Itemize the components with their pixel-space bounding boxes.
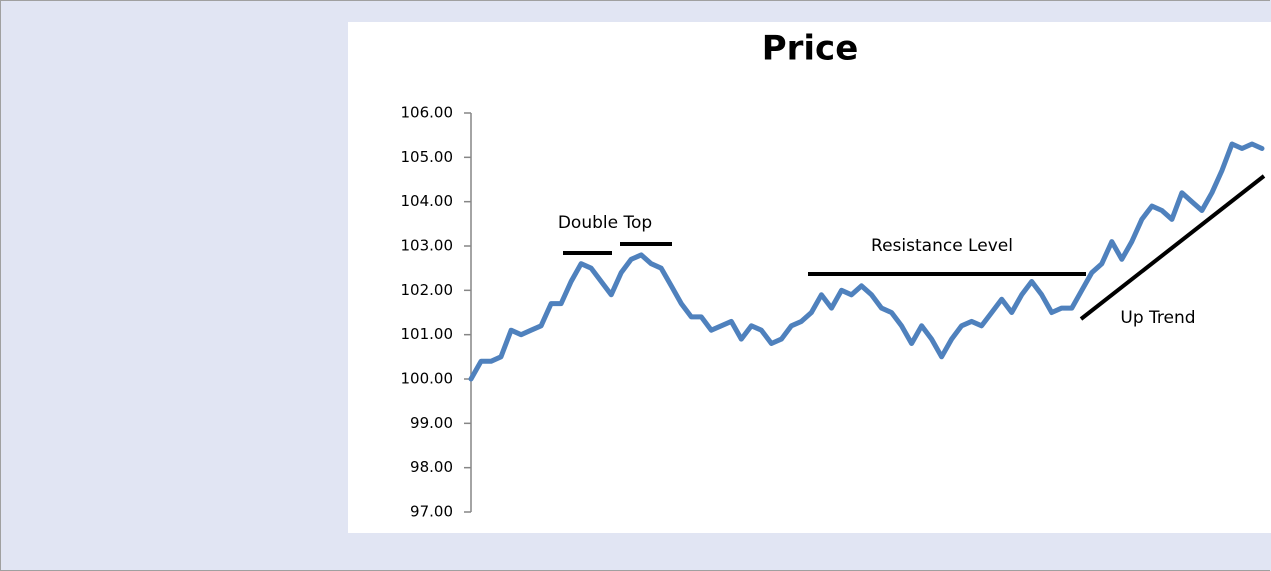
y-tick-label: 98.00 — [410, 458, 453, 476]
y-tick-label: 105.00 — [401, 148, 454, 166]
y-tick-label: 104.00 — [401, 192, 454, 210]
y-tick-label: 106.00 — [401, 104, 454, 122]
y-tick-label: 102.00 — [401, 281, 454, 299]
annotation: Resistance Level — [871, 236, 1013, 256]
price-line — [468, 141, 1265, 382]
annotation: Up Trend — [1120, 308, 1195, 328]
y-tick-label: 97.00 — [410, 503, 453, 521]
chart-title: Price — [762, 29, 859, 69]
y-tick-label: 101.00 — [401, 325, 454, 343]
y-tick-label: 99.00 — [410, 414, 453, 432]
y-tick-label: 100.00 — [401, 370, 454, 388]
annotation: Double Top — [558, 213, 652, 233]
y-tick-label: 103.00 — [401, 237, 454, 255]
trend-line — [1079, 174, 1266, 321]
chart-area — [348, 22, 1271, 533]
